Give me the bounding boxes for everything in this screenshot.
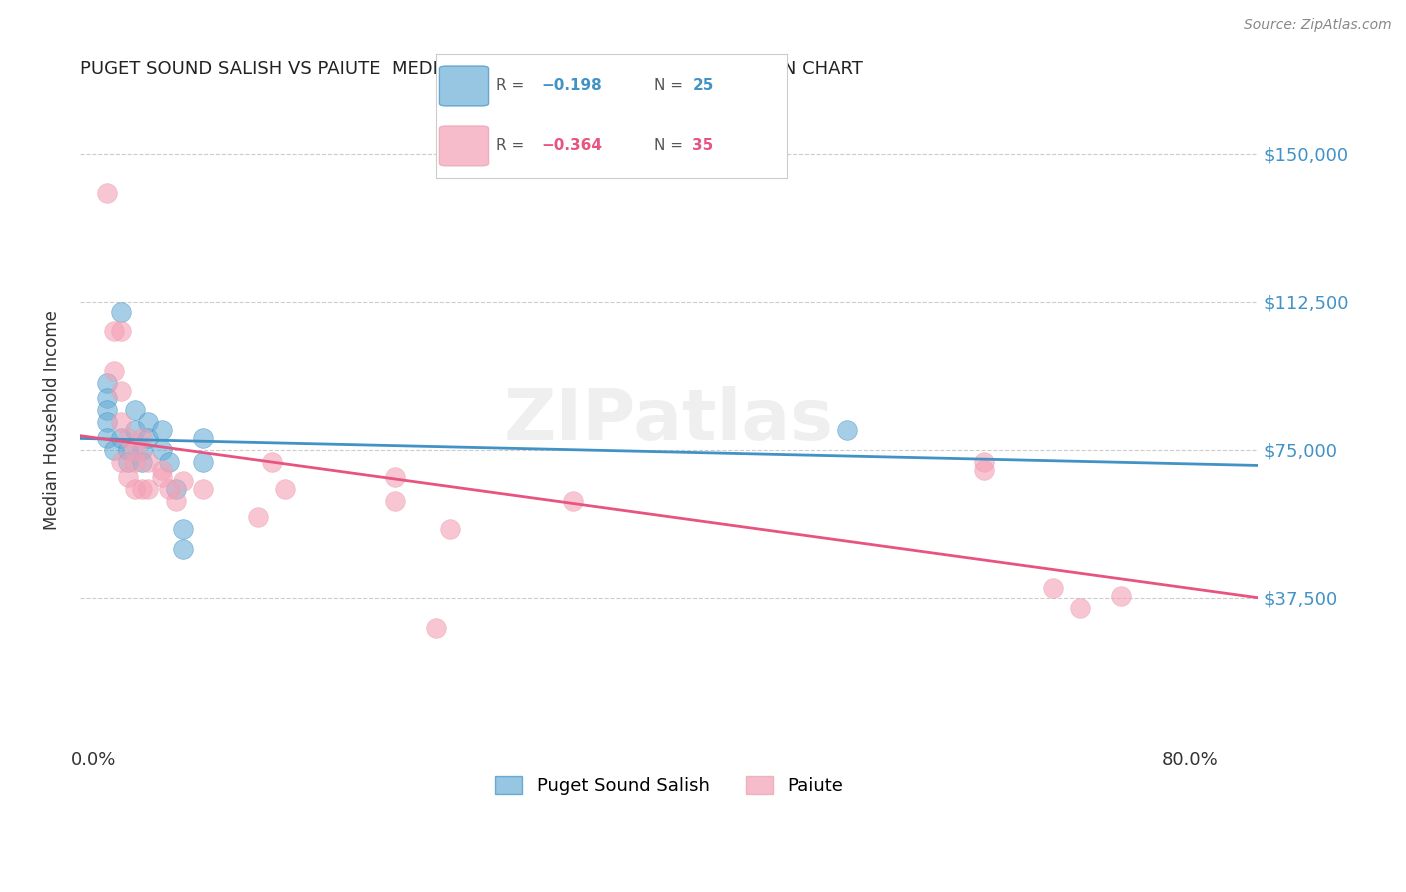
Point bbox=[193, 483, 215, 497]
Text: R =: R = bbox=[496, 138, 529, 153]
Point bbox=[138, 483, 160, 497]
Text: 35: 35 bbox=[693, 138, 714, 153]
FancyBboxPatch shape bbox=[439, 66, 489, 106]
Point bbox=[110, 304, 132, 318]
Point bbox=[117, 442, 139, 457]
Point bbox=[172, 475, 194, 489]
Point bbox=[110, 415, 132, 429]
Point bbox=[439, 522, 461, 536]
Point bbox=[96, 376, 118, 390]
Legend: Puget Sound Salish, Paiute: Puget Sound Salish, Paiute bbox=[488, 768, 851, 802]
Point bbox=[150, 423, 173, 437]
Y-axis label: Median Household Income: Median Household Income bbox=[44, 310, 60, 530]
Point bbox=[110, 384, 132, 398]
Point bbox=[124, 455, 146, 469]
Point bbox=[260, 455, 283, 469]
Text: −0.364: −0.364 bbox=[541, 138, 602, 153]
Point bbox=[103, 364, 125, 378]
Text: −0.198: −0.198 bbox=[541, 78, 602, 94]
Text: 25: 25 bbox=[693, 78, 714, 94]
Point bbox=[150, 462, 173, 476]
Point bbox=[110, 324, 132, 338]
FancyBboxPatch shape bbox=[439, 126, 489, 166]
Point bbox=[973, 462, 995, 476]
Point bbox=[1042, 581, 1064, 595]
Point bbox=[1069, 600, 1091, 615]
Point bbox=[96, 415, 118, 429]
Point bbox=[117, 455, 139, 469]
Point bbox=[247, 510, 270, 524]
Point bbox=[157, 483, 180, 497]
Point bbox=[425, 620, 447, 634]
Point bbox=[103, 324, 125, 338]
Point bbox=[193, 455, 215, 469]
Point bbox=[124, 423, 146, 437]
Point bbox=[150, 442, 173, 457]
Point bbox=[131, 455, 153, 469]
Point bbox=[103, 442, 125, 457]
Point bbox=[157, 455, 180, 469]
Point bbox=[384, 494, 406, 508]
Point bbox=[110, 431, 132, 445]
Point bbox=[973, 455, 995, 469]
Point bbox=[131, 431, 153, 445]
Point bbox=[837, 423, 859, 437]
Point bbox=[131, 483, 153, 497]
Point bbox=[96, 403, 118, 417]
Point bbox=[117, 431, 139, 445]
Point bbox=[124, 403, 146, 417]
Point bbox=[96, 431, 118, 445]
Point bbox=[150, 470, 173, 484]
Point bbox=[1111, 589, 1133, 603]
Point bbox=[124, 442, 146, 457]
Point bbox=[138, 455, 160, 469]
Text: R =: R = bbox=[496, 78, 529, 94]
Point bbox=[274, 483, 297, 497]
Point bbox=[562, 494, 585, 508]
Point bbox=[172, 522, 194, 536]
Point bbox=[138, 415, 160, 429]
Point bbox=[124, 483, 146, 497]
Point bbox=[117, 470, 139, 484]
Point bbox=[165, 483, 187, 497]
Point bbox=[131, 442, 153, 457]
Point bbox=[165, 494, 187, 508]
Text: ZIPatlas: ZIPatlas bbox=[505, 385, 834, 455]
Text: N =: N = bbox=[654, 138, 688, 153]
Text: Source: ZipAtlas.com: Source: ZipAtlas.com bbox=[1244, 18, 1392, 32]
Point bbox=[96, 392, 118, 406]
Text: PUGET SOUND SALISH VS PAIUTE  MEDIAN HOUSEHOLD INCOME CORRELATION CHART: PUGET SOUND SALISH VS PAIUTE MEDIAN HOUS… bbox=[80, 60, 863, 78]
Point bbox=[384, 470, 406, 484]
Point bbox=[96, 186, 118, 201]
Point bbox=[172, 541, 194, 556]
Point bbox=[193, 431, 215, 445]
Point bbox=[110, 455, 132, 469]
Text: N =: N = bbox=[654, 78, 688, 94]
Point bbox=[138, 431, 160, 445]
